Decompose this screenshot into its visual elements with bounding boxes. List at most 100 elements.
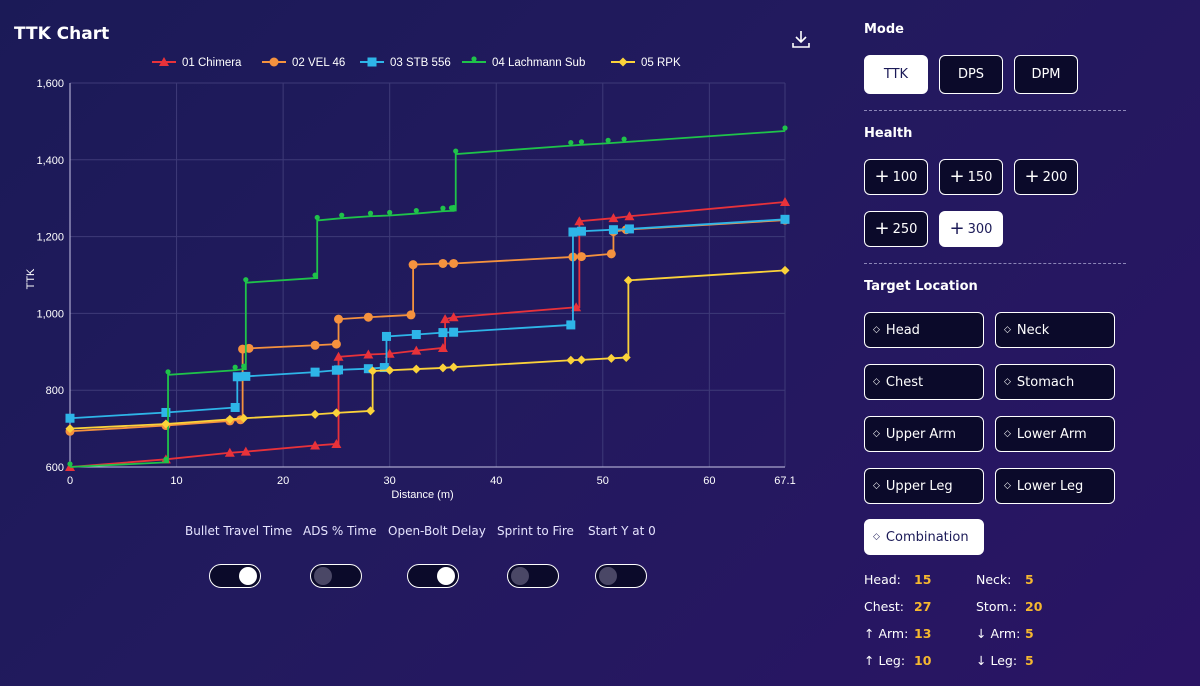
- legend-item: 04 Lachmann Sub: [462, 56, 585, 69]
- data-point: [230, 402, 240, 412]
- data-point: [449, 258, 459, 268]
- legend-marker: [471, 56, 477, 62]
- y-tick-label: 600: [46, 462, 64, 474]
- stat-label-lower-leg: ↓ Leg:: [976, 653, 1018, 668]
- data-point: [566, 355, 576, 365]
- plus-icon: +: [874, 218, 890, 239]
- data-point: [381, 331, 391, 341]
- plus-icon: +: [949, 166, 965, 187]
- stat-value-upper-leg: 10: [914, 653, 932, 668]
- x-tick-label: 20: [277, 475, 289, 487]
- stat-label-stomach: Stom.:: [976, 599, 1017, 614]
- data-point: [363, 364, 373, 374]
- x-tick-label: 30: [384, 475, 396, 487]
- series-line: [69, 219, 786, 433]
- data-point: [310, 409, 320, 419]
- health-200-button[interactable]: +200: [1014, 159, 1078, 195]
- toggle-ads-time[interactable]: [310, 564, 362, 588]
- data-point: [365, 406, 375, 416]
- data-point: [440, 314, 451, 324]
- location-combination-button[interactable]: ◇ Combination: [864, 519, 984, 555]
- toggle-knob: [314, 567, 332, 585]
- x-tick-label: 67.1: [774, 475, 795, 487]
- data-point: [312, 272, 318, 278]
- data-point: [385, 365, 395, 375]
- legend-marker: [618, 57, 628, 67]
- plus-icon: +: [1024, 166, 1040, 187]
- x-tick-label: 50: [597, 475, 609, 487]
- data-point: [449, 327, 459, 337]
- series-2: [65, 215, 790, 436]
- health-150-button[interactable]: +150: [939, 159, 1003, 195]
- health-300-button[interactable]: +300: [939, 211, 1003, 247]
- ttk-chart: 600 800 1,000 1,200 1,400 1,600 0 10 20 30 40 50 60 6…: [46, 56, 795, 501]
- series-3: [65, 214, 790, 423]
- data-point: [224, 447, 235, 457]
- location-stomach-button[interactable]: ◇ Stomach: [995, 364, 1115, 400]
- data-point: [451, 204, 457, 211]
- diamond-icon: ◇: [1004, 429, 1011, 439]
- toggle-bullet-travel[interactable]: [209, 564, 261, 588]
- data-point: [453, 148, 459, 154]
- data-point: [363, 312, 373, 322]
- legend-item: 02 VEL 46: [262, 57, 345, 69]
- location-neck-button[interactable]: ◇ Neck: [995, 312, 1115, 348]
- toggle-sprint-fire[interactable]: [507, 564, 559, 588]
- data-point: [576, 226, 586, 236]
- health-250-button[interactable]: +250: [864, 211, 928, 247]
- plus-icon: +: [949, 218, 965, 239]
- mode-ttk-button[interactable]: TTK: [864, 55, 928, 94]
- data-point: [240, 446, 251, 456]
- legend-label: 02 VEL 46: [292, 57, 345, 69]
- divider: [864, 110, 1126, 111]
- legend-label: 05 RPK: [641, 57, 681, 69]
- location-lower-leg-button[interactable]: ◇ Lower Leg: [995, 468, 1115, 504]
- toggle-start-y[interactable]: [595, 564, 647, 588]
- data-point: [314, 214, 320, 221]
- data-point: [339, 212, 345, 218]
- location-lower-arm-button[interactable]: ◇ Lower Arm: [995, 416, 1115, 452]
- legend-label: 03 STB 556: [390, 57, 451, 69]
- data-point: [782, 125, 788, 131]
- health-100-button[interactable]: +100: [864, 159, 928, 195]
- health-label: 200: [1042, 169, 1068, 185]
- data-point: [606, 353, 616, 363]
- data-point: [621, 353, 631, 363]
- data-point: [411, 364, 421, 374]
- data-point: [780, 265, 790, 275]
- data-point: [623, 275, 633, 285]
- data-point: [568, 227, 578, 237]
- data-point: [161, 407, 171, 417]
- mode-dps-button[interactable]: DPS: [939, 55, 1003, 94]
- data-point: [624, 224, 634, 234]
- data-point: [387, 209, 393, 216]
- data-point: [331, 438, 342, 448]
- data-point: [232, 364, 238, 370]
- location-head-button[interactable]: ◇ Head: [864, 312, 984, 348]
- download-icon[interactable]: [790, 28, 812, 50]
- location-label: Neck: [1016, 322, 1050, 338]
- data-point: [578, 139, 585, 145]
- data-point: [606, 249, 616, 259]
- data-point: [334, 365, 344, 375]
- x-tick-label: 0: [67, 475, 73, 487]
- diamond-icon: ◇: [873, 532, 880, 542]
- data-point: [368, 366, 378, 376]
- toggle-label-bullet-travel: Bullet Travel Time: [185, 524, 293, 538]
- location-label: Lower Leg: [1016, 478, 1084, 494]
- toggle-label-open-bolt: Open-Bolt Delay: [388, 524, 486, 538]
- mode-dpm-button[interactable]: DPM: [1014, 55, 1078, 94]
- toggle-open-bolt[interactable]: [407, 564, 459, 588]
- location-upper-leg-button[interactable]: ◇ Upper Leg: [864, 468, 984, 504]
- data-point: [367, 210, 374, 216]
- location-chest-button[interactable]: ◇ Chest: [864, 364, 984, 400]
- data-point: [411, 345, 422, 355]
- legend-label: 04 Lachmann Sub: [492, 57, 585, 69]
- x-axis-title: Distance (m): [391, 489, 453, 501]
- data-point: [310, 340, 320, 350]
- location-upper-arm-button[interactable]: ◇ Upper Arm: [864, 416, 984, 452]
- x-tick-label: 60: [703, 475, 715, 487]
- data-point: [576, 252, 586, 262]
- y-tick-label: 800: [46, 385, 64, 397]
- series-line: [69, 218, 786, 420]
